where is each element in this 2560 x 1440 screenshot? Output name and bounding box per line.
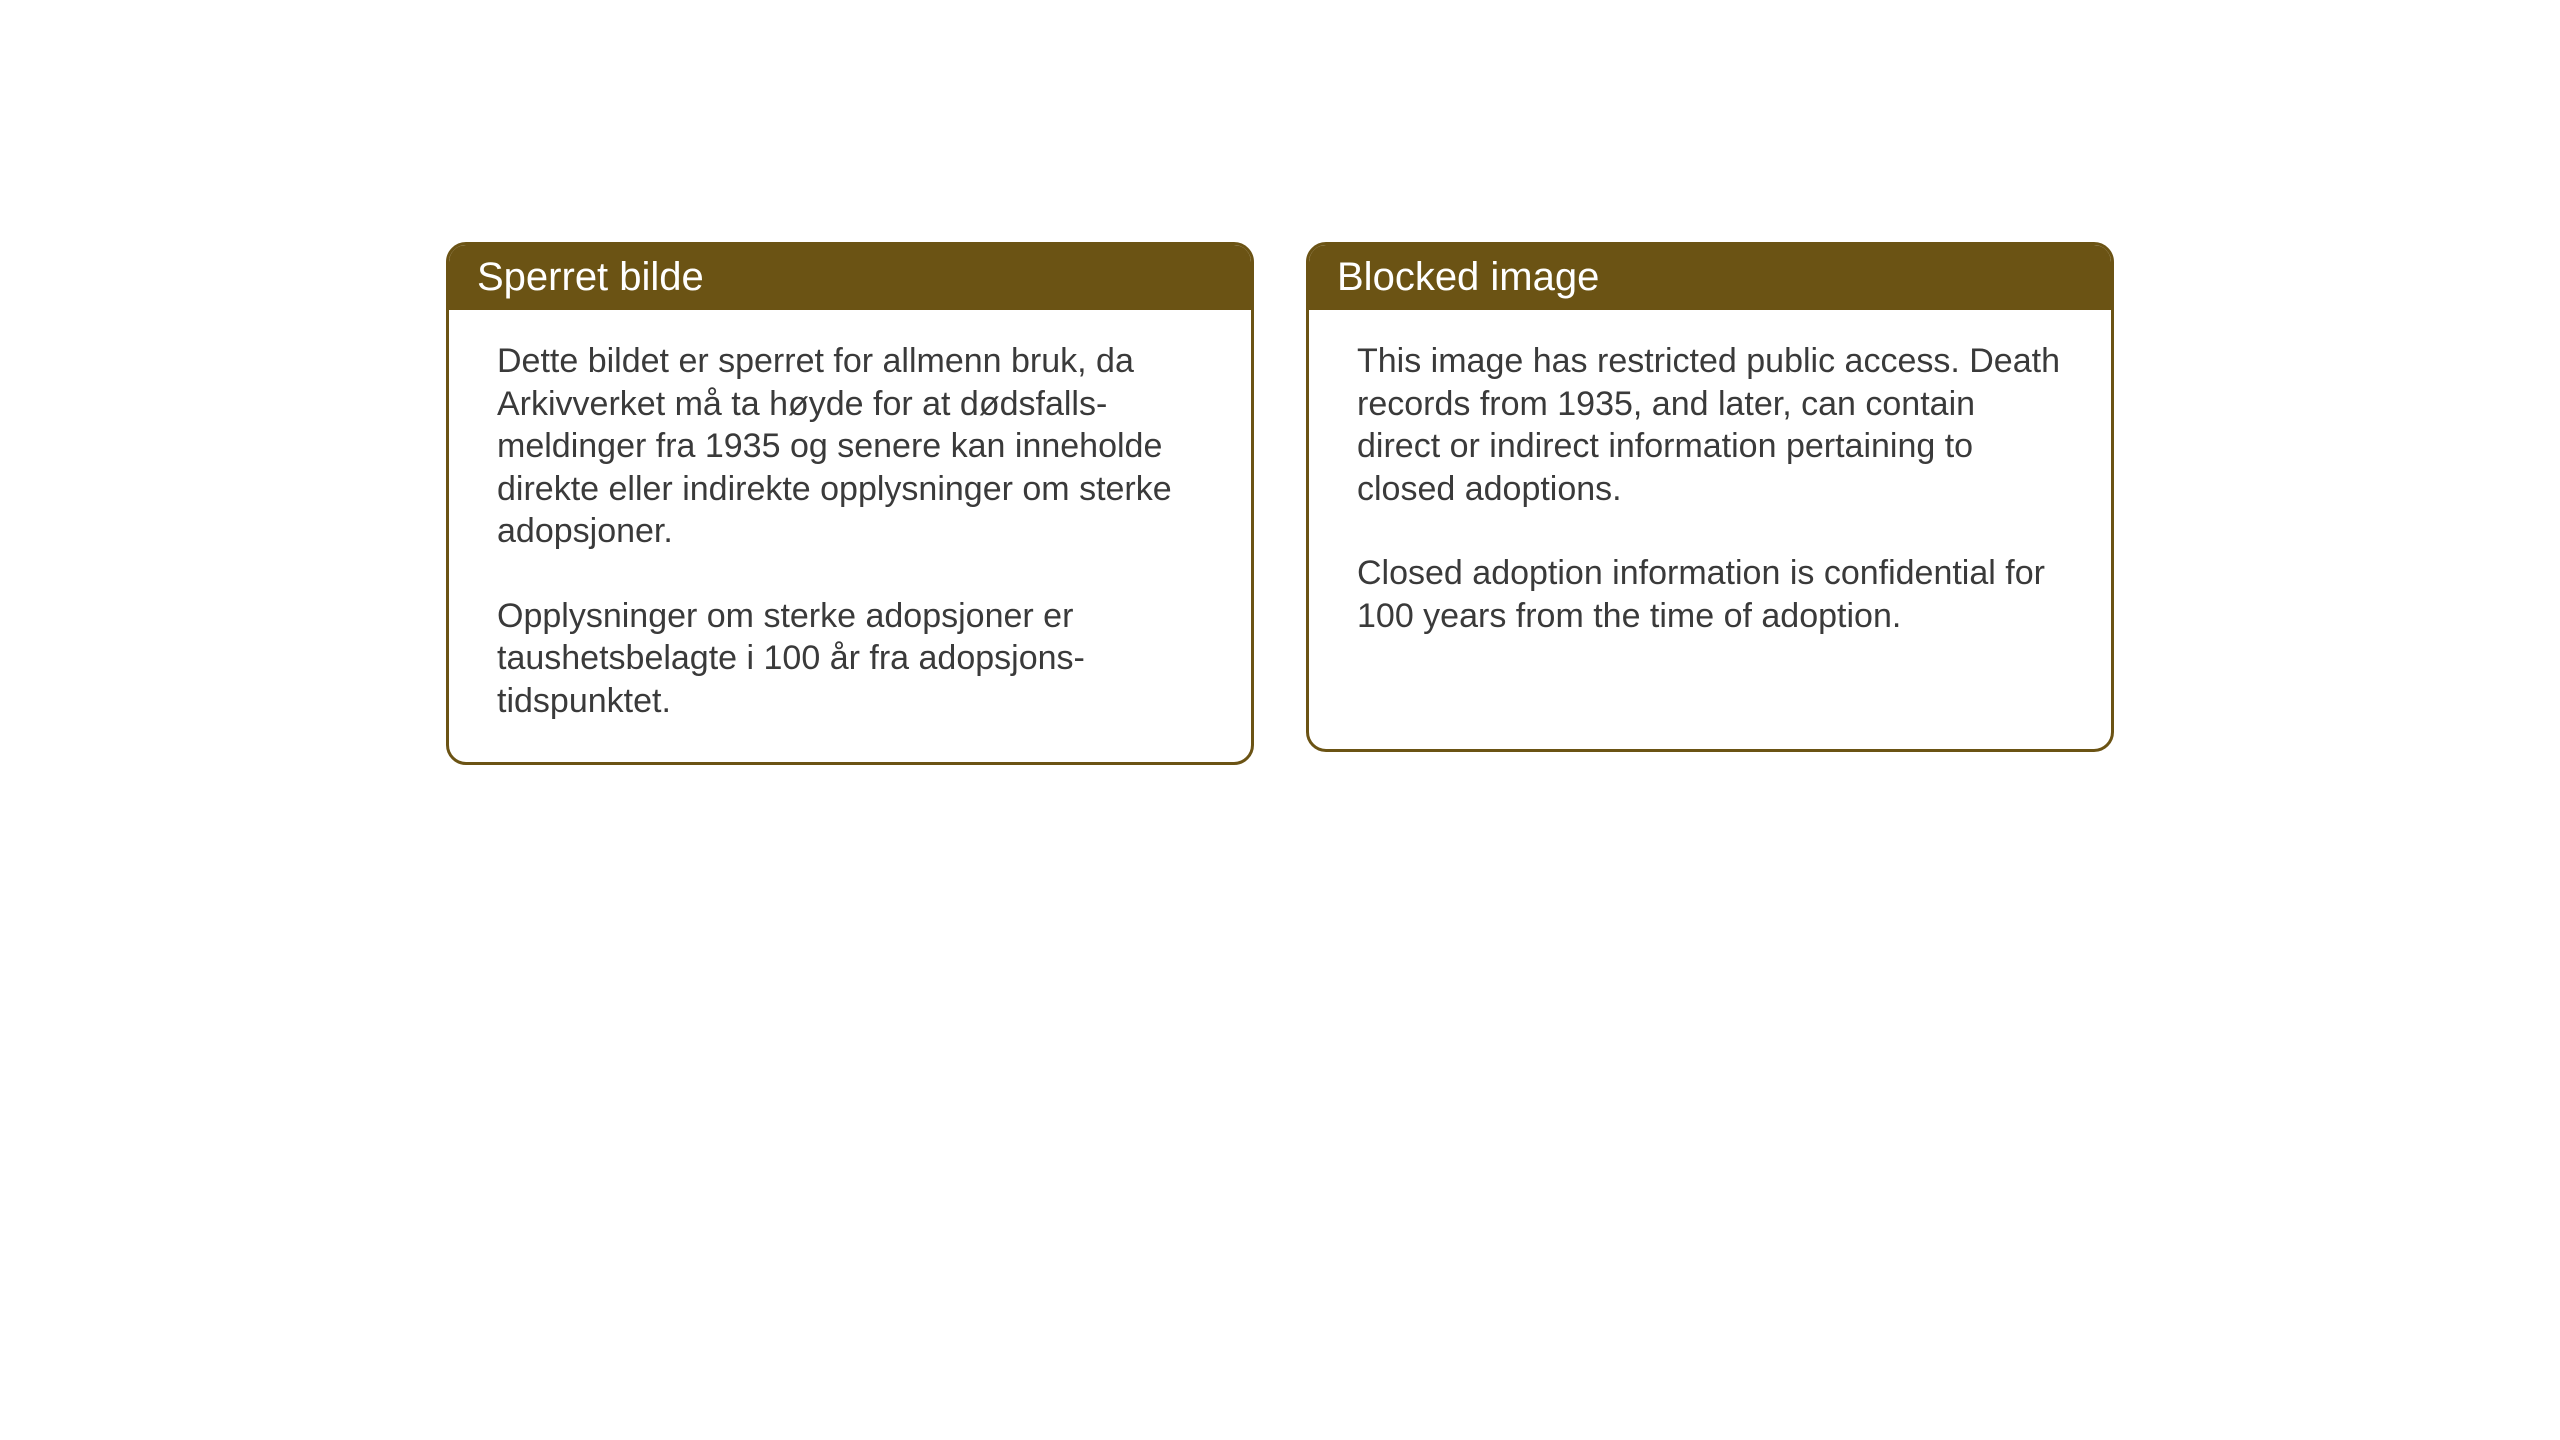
norwegian-paragraph-2: Opplysninger om sterke adopsjoner er tau… — [497, 595, 1203, 723]
notice-container: Sperret bilde Dette bildet er sperret fo… — [446, 242, 2114, 765]
english-notice-card: Blocked image This image has restricted … — [1306, 242, 2114, 752]
english-card-body: This image has restricted public access.… — [1309, 310, 2111, 677]
norwegian-card-title: Sperret bilde — [449, 245, 1251, 310]
english-card-title: Blocked image — [1309, 245, 2111, 310]
english-paragraph-2: Closed adoption information is confident… — [1357, 552, 2063, 637]
norwegian-paragraph-1: Dette bildet er sperret for allmenn bruk… — [497, 340, 1203, 553]
norwegian-card-body: Dette bildet er sperret for allmenn bruk… — [449, 310, 1251, 762]
norwegian-notice-card: Sperret bilde Dette bildet er sperret fo… — [446, 242, 1254, 765]
english-paragraph-1: This image has restricted public access.… — [1357, 340, 2063, 510]
